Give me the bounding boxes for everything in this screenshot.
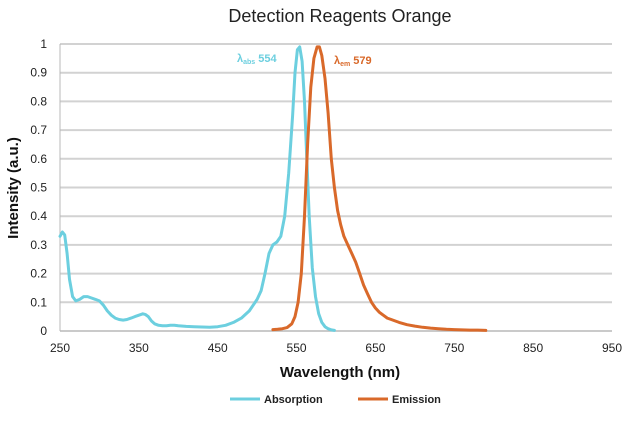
y-tick-label: 0: [40, 324, 47, 338]
legend: Absorption Emission: [230, 394, 441, 406]
y-axis-label: Intensity (a.u.): [5, 137, 22, 239]
y-tick-label: 0.5: [30, 181, 47, 195]
data-series: [58, 45, 488, 332]
x-axis-ticks: 250 350 450 550 650 750 850 950: [50, 341, 622, 355]
y-tick-label: 0.3: [30, 238, 47, 252]
x-tick-label: 550: [287, 341, 307, 355]
peak-label-em: λem 579: [334, 55, 372, 68]
peak-annotations: λabs 554 λem 579: [237, 53, 372, 68]
x-axis-label: Wavelength (nm): [280, 364, 400, 381]
y-tick-label: 0.9: [30, 66, 47, 80]
series-line-emission: [271, 45, 488, 332]
y-tick-label: 0.4: [30, 209, 47, 223]
x-tick-label: 250: [50, 341, 70, 355]
y-axis-ticks: 0 0.1 0.2 0.3 0.4 0.5 0.6 0.7 0.8 0.9 1: [30, 37, 47, 338]
y-tick-label: 0.6: [30, 152, 47, 166]
x-tick-label: 750: [444, 341, 464, 355]
y-tick-label: 1: [40, 37, 47, 51]
y-tick-label: 0.7: [30, 123, 47, 137]
y-tick-label: 0.1: [30, 295, 47, 309]
y-tick-label: 0.2: [30, 267, 47, 281]
x-tick-label: 850: [523, 341, 543, 355]
y-tick-label: 0.8: [30, 94, 47, 108]
x-tick-label: 450: [208, 341, 228, 355]
x-tick-label: 950: [602, 341, 622, 355]
series-line-absorption: [58, 45, 336, 332]
legend-label-absorption: Absorption: [264, 394, 323, 406]
chart-title: Detection Reagents Orange: [228, 6, 451, 26]
gridlines: [59, 43, 612, 332]
x-tick-label: 350: [129, 341, 149, 355]
legend-label-emission: Emission: [392, 394, 441, 406]
x-tick-label: 650: [365, 341, 385, 355]
peak-label-abs: λabs 554: [237, 53, 277, 66]
